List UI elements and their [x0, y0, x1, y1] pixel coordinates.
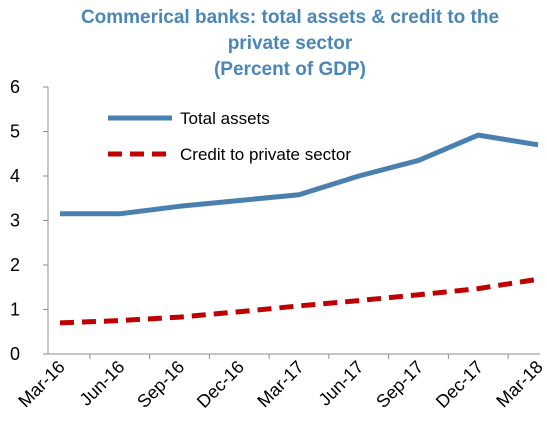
x-tick-label: Jun-17	[315, 357, 368, 410]
y-tick-label: 2	[10, 255, 20, 275]
y-axis: 0 1 2 3 4 5 6	[10, 77, 49, 364]
x-tick-label: Mar-17	[253, 357, 307, 411]
x-tick-label: Jun-16	[76, 357, 129, 410]
y-tick-label: 6	[10, 77, 20, 97]
y-tick-label: 4	[10, 166, 20, 186]
y-tick-label: 0	[10, 344, 20, 364]
series-line-1	[59, 276, 539, 326]
legend-label-total-assets: Total assets	[180, 109, 270, 128]
y-tick-label: 3	[10, 211, 20, 231]
legend: Total assets Credit to private sector	[108, 109, 351, 164]
x-axis: Mar-16 Jun-16 Sep-16 Dec-16 Mar-17 Jun-17 Sep-…	[14, 353, 547, 412]
x-tick-label: Mar-16	[14, 357, 68, 411]
chart-title-line-2: private sector	[228, 33, 353, 54]
x-tick-label: Dec-17	[432, 357, 487, 412]
x-tick-label: Sep-17	[372, 357, 427, 412]
x-tick-label: Mar-18	[492, 357, 546, 411]
series-layer	[59, 132, 539, 326]
y-tick-label: 5	[10, 122, 20, 142]
x-tick-label: Sep-16	[133, 357, 188, 412]
y-tick-label: 1	[10, 300, 20, 320]
chart-title-line-3: (Percent of GDP)	[214, 59, 366, 80]
legend-label-credit-private: Credit to private sector	[180, 145, 351, 164]
x-tick-label: Dec-16	[193, 357, 248, 412]
chart-title-line-1: Commerical banks: total assets & credit …	[81, 7, 499, 28]
